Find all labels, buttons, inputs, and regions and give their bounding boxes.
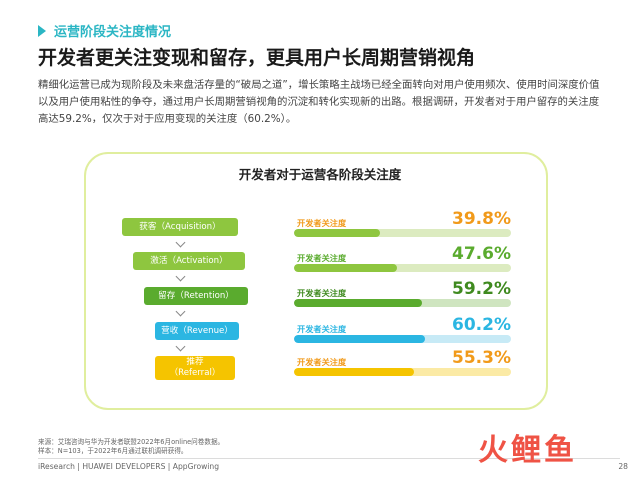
page-title: 开发者更关注变现和留存，更具用户长周期营销视角 (38, 47, 476, 69)
bar-value-label: 60.2% (452, 315, 511, 335)
funnel-stage: 留存（Retention） (144, 287, 248, 305)
page-number: 28 (618, 462, 628, 471)
source-note: 来源：艾瑞咨询与华为开发者联盟2022年6月online问卷数据。 样本：N=1… (38, 438, 224, 456)
bar-track (294, 368, 511, 376)
funnel-stage: 营收（Revenue） (155, 322, 239, 340)
funnel-stage-label: 留存（Retention） (158, 290, 234, 301)
funnel-stage: 推荐 （Referral） (155, 356, 235, 380)
bar-track (294, 229, 511, 237)
funnel-stage: 激活（Activation） (133, 252, 245, 270)
bar-series-label: 开发者关注度 (297, 288, 347, 298)
funnel-stage-label: 获客（Acquisition） (139, 221, 221, 232)
bar-series-label: 开发者关注度 (297, 253, 347, 263)
sample-line: 样本：N=103，于2022年6月通过联机调研获得。 (38, 447, 188, 455)
bar-value-label: 47.6% (452, 244, 511, 264)
funnel-stage-label: 推荐 (186, 357, 204, 367)
chart-title: 开发者对于运营各阶段关注度 (238, 167, 402, 182)
section-tag: 运营阶段关注度情况 (38, 21, 171, 40)
bar-fill (294, 368, 414, 376)
footer-brands: iResearch | HUAWEI DEVELOPERS | AppGrowi… (38, 462, 220, 471)
bar-track (294, 264, 511, 272)
bar-fill (294, 264, 398, 272)
bar-value-label: 55.3% (452, 348, 511, 368)
bar-series-label: 开发者关注度 (297, 357, 347, 367)
section-tag-label: 运营阶段关注度情况 (54, 25, 172, 40)
bar-fill (294, 299, 423, 307)
bar-value-label: 59.2% (452, 279, 511, 299)
bar-track (294, 335, 511, 343)
bar-value-label: 39.8% (452, 209, 511, 229)
bar-track (294, 299, 511, 307)
intro-paragraph: 精细化运营已成为现阶段及未来盘活存量的“破局之道”，增长策略主战场已经全面转向对… (38, 79, 600, 125)
watermark-logo: 火鲤鱼 (478, 433, 577, 468)
funnel-stage-label: 激活（Activation） (150, 255, 228, 266)
funnel-stage: 获客（Acquisition） (122, 218, 238, 236)
bar-series-label: 开发者关注度 (297, 218, 347, 228)
funnel-stage-sublabel: （Referral） (169, 368, 221, 378)
bar-fill (294, 229, 381, 237)
source-line: 来源：艾瑞咨询与华为开发者联盟2022年6月online问卷数据。 (38, 438, 225, 446)
footer-divider (38, 458, 620, 459)
triangle-bullet-icon (38, 24, 46, 37)
bar-fill (294, 335, 425, 343)
bar-series-label: 开发者关注度 (297, 324, 347, 334)
funnel-stage-label: 营收（Revenue） (161, 325, 233, 336)
